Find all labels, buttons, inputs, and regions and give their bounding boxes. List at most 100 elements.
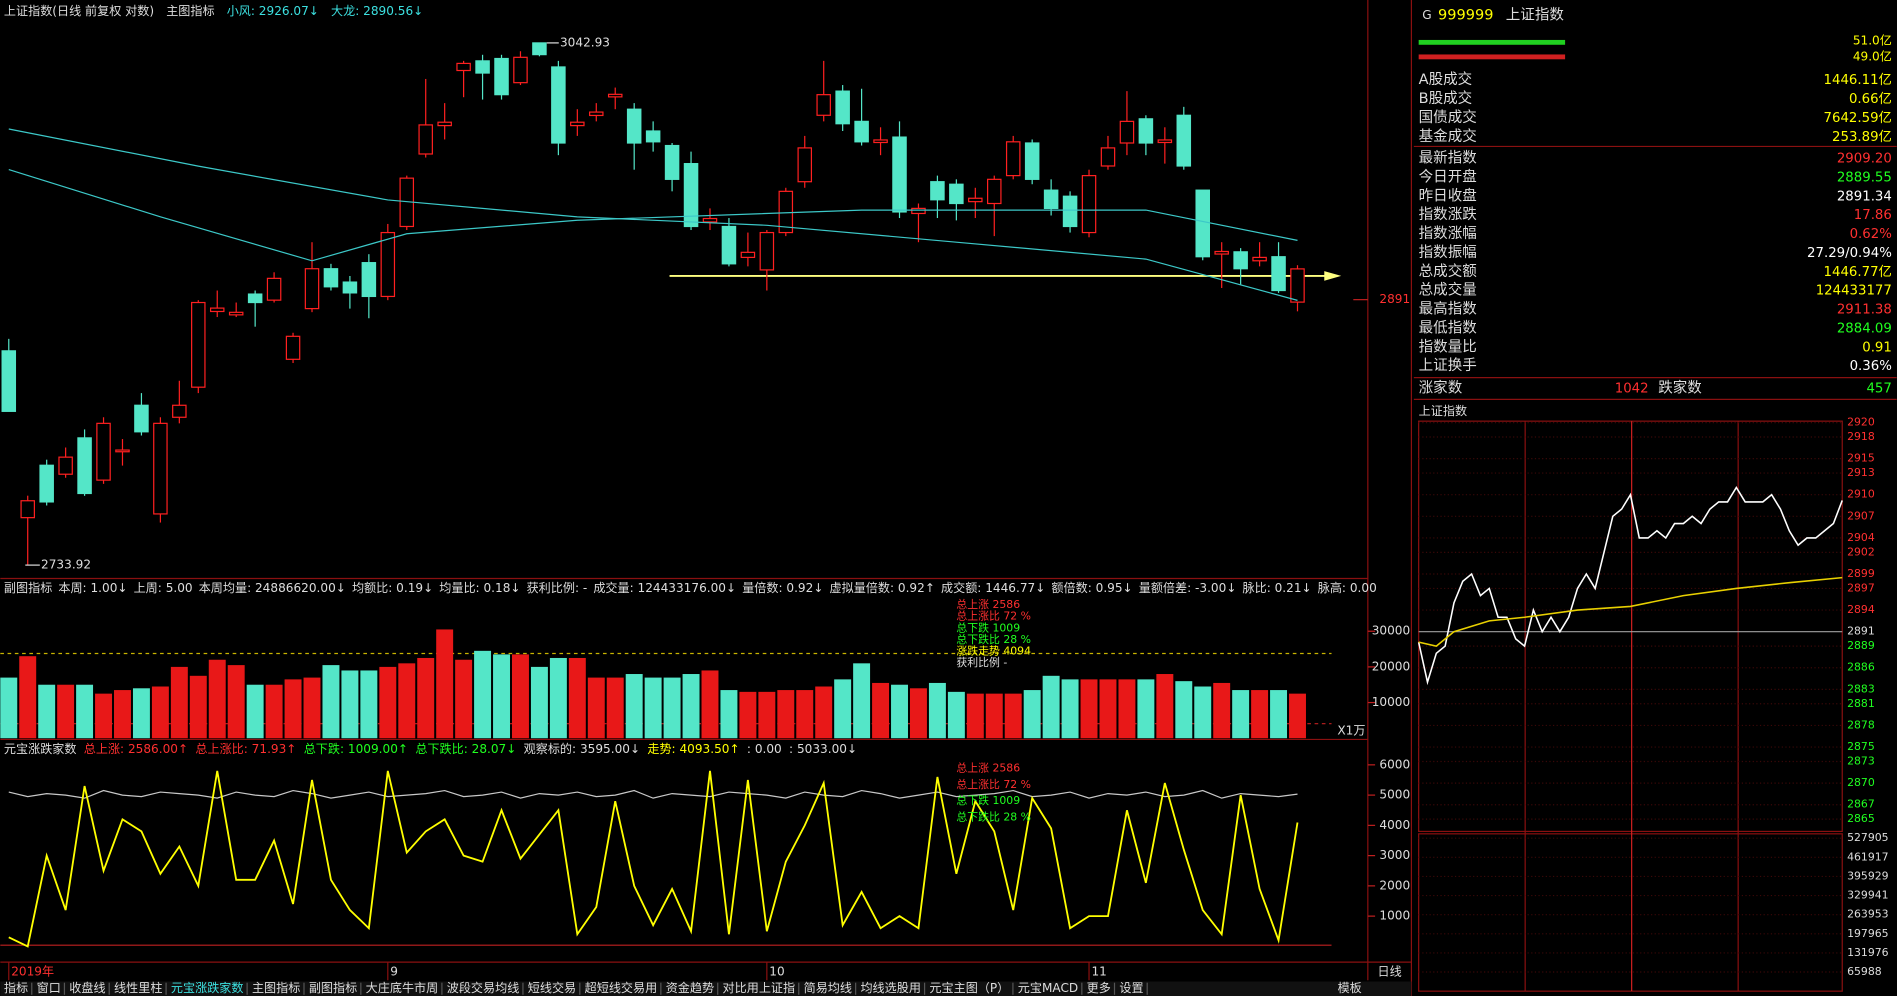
- candle-body: [153, 422, 168, 515]
- volume-bar: [530, 666, 548, 739]
- y-tick-label: 20000: [1372, 659, 1410, 673]
- header-item: 上证指数(日线 前复权 对数): [4, 2, 154, 17]
- tab[interactable]: 超短线交易用: [585, 980, 658, 995]
- tab[interactable]: 元宝主图（P）: [929, 981, 1009, 995]
- volume-bar: [436, 629, 454, 739]
- y-tick-label: 4000: [1379, 818, 1410, 832]
- row-value: 0.91: [1862, 340, 1892, 355]
- y-tick-label: 2881: [1847, 697, 1875, 710]
- legend-text: 总下跌比 28 %: [956, 632, 1031, 646]
- candle-body: [1100, 147, 1116, 167]
- candle-body: [1214, 250, 1229, 255]
- candle-body: [1157, 139, 1173, 144]
- x-tick-label: 11: [1091, 964, 1106, 978]
- quote-code: 999999: [1438, 8, 1493, 24]
- legend-text: 总上涨比 72 %: [956, 777, 1031, 791]
- tab[interactable]: 收盘线: [69, 980, 105, 995]
- tab[interactable]: 指标: [4, 980, 28, 995]
- up-count: 1042: [1615, 381, 1649, 396]
- volume-bar: [549, 657, 567, 739]
- row-value: 7642.59亿: [1824, 110, 1892, 126]
- candle-body: [911, 207, 926, 215]
- tab[interactable]: 主图指标: [252, 980, 300, 995]
- candle-body: [1062, 195, 1078, 228]
- ma-line: [8, 168, 1298, 262]
- header-line: 上证指数(日线 前复权 对数) 主图指标 小风: 2926.07↓ 大龙: 2890.…: [4, 2, 423, 17]
- volume-bar: [644, 677, 662, 739]
- tab[interactable]: 短线交易: [528, 980, 576, 995]
- tab[interactable]: 线性里柱: [114, 980, 162, 995]
- tab[interactable]: 设置: [1119, 981, 1143, 995]
- volume-bar: [1061, 679, 1079, 739]
- price-line: [1417, 485, 1843, 686]
- tab[interactable]: 简易均线: [804, 981, 852, 995]
- y-tick-label: 2865: [1847, 812, 1875, 825]
- template[interactable]: 模板: [1338, 981, 1362, 995]
- candle-body: [740, 251, 756, 259]
- candle-body: [475, 60, 490, 74]
- sub-title: 副图指标: [4, 580, 52, 595]
- volume-bar: [777, 690, 795, 739]
- candle-body: [456, 62, 471, 72]
- tab[interactable]: 元宝MACD: [1018, 981, 1078, 995]
- tab[interactable]: 均线选股用: [860, 981, 920, 995]
- volume-bar: [151, 686, 169, 739]
- volume-bar: [947, 691, 965, 739]
- tab[interactable]: 大庄底牛市周: [366, 980, 439, 995]
- volume-bar: [1099, 679, 1117, 739]
- volume-bar: [322, 665, 340, 739]
- candle-body: [304, 268, 320, 310]
- candle-body: [854, 120, 869, 143]
- tab[interactable]: 副图指标: [309, 980, 357, 995]
- tab[interactable]: 更多: [1087, 981, 1111, 995]
- volume-bar: [720, 690, 738, 739]
- y-tick-label: 2867: [1847, 798, 1875, 811]
- candle-body: [361, 262, 377, 298]
- tab[interactable]: 对比用上证指: [723, 980, 796, 995]
- row-value: 2889.55: [1837, 170, 1892, 185]
- x-tick-label: 9: [390, 964, 398, 978]
- tab[interactable]: 窗口: [37, 981, 61, 995]
- candle-body: [1138, 118, 1154, 144]
- y-tick-label: 2889: [1847, 639, 1875, 652]
- candle-body: [191, 301, 206, 388]
- sub-header: 元宝涨跌家数 总上涨: 2586.00↑ 总上涨比: 71.93↑ 总下跌: 1009…: [4, 741, 857, 756]
- sub-item: 量倍数: 0.92↓: [742, 580, 823, 595]
- volume-bar: [739, 691, 757, 739]
- candle-body: [1176, 114, 1192, 167]
- y-tick-label: 197965: [1847, 927, 1889, 940]
- volume-bar: [303, 677, 321, 739]
- volume-bar: [1023, 690, 1041, 739]
- legend-text: 总下跌 1009: [956, 793, 1020, 807]
- sub-header: 副图指标 本周: 1.00↓ 上周: 5.00 本周均量: 24886620.00↓ 均…: [4, 580, 1377, 595]
- intraday-frame: [1418, 420, 1843, 833]
- row-label: 国债成交: [1419, 108, 1477, 126]
- series-line: [8, 789, 1298, 799]
- candle-body: [20, 500, 35, 519]
- volume-bar: [872, 682, 890, 739]
- sub-item: 均额比: 0.19↓: [352, 581, 433, 595]
- tab[interactable]: 元宝涨跌家数: [171, 980, 244, 995]
- candle-body: [570, 121, 585, 127]
- price-line: [1418, 576, 1843, 647]
- tab[interactable]: 波段交易均线: [447, 980, 520, 995]
- candle-body: [1195, 189, 1211, 258]
- y-tick-label: 2875: [1847, 740, 1875, 753]
- tab[interactable]: 资金趋势: [666, 980, 714, 995]
- candle-body: [607, 93, 623, 98]
- candle-body: [418, 124, 433, 155]
- volume-bar: [1004, 693, 1022, 739]
- arrow-head: [1324, 271, 1342, 281]
- y-tick-label: 131976: [1847, 946, 1889, 959]
- row-value: 17.86: [1854, 208, 1892, 223]
- candle-body: [134, 404, 149, 433]
- candle-body: [247, 293, 263, 304]
- sub-item: 脉比: 0.21↓: [1243, 580, 1312, 595]
- volume-bar: [985, 693, 1003, 739]
- row-label: 总成交量: [1419, 281, 1477, 299]
- volume-bar: [891, 684, 908, 739]
- sub-item: 本周均量: 24886620.00↓: [199, 581, 346, 595]
- sub-item: 脉高: 0.00: [1318, 580, 1377, 595]
- volume-bar: [966, 693, 984, 739]
- volume-bar: [170, 666, 188, 739]
